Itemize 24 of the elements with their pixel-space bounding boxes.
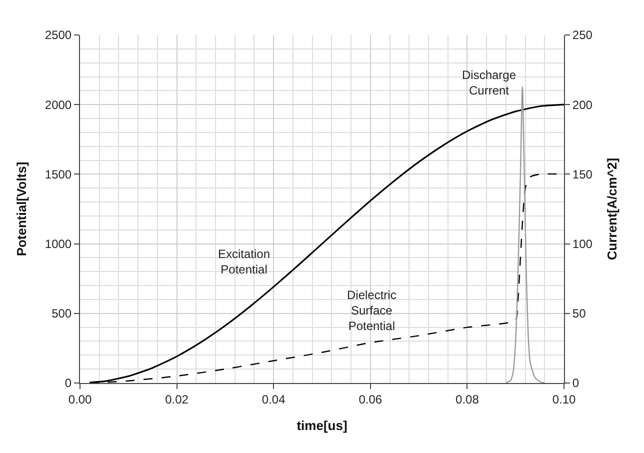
y2-tick-label: 0 — [572, 376, 580, 390]
y2-tick-label: 100 — [572, 237, 593, 251]
y-tick-label: 1000 — [44, 237, 72, 251]
x-tick-label: 0.06 — [358, 392, 382, 406]
x-axis-title: time[us] — [296, 418, 348, 433]
x-tick-label: 0.04 — [262, 392, 286, 406]
y2-axis-title: Current[A/cm^2] — [604, 158, 620, 260]
x-tick-label: 0.00 — [68, 392, 92, 406]
y2-tick-label: 200 — [572, 98, 593, 112]
y-tick-label: 1500 — [44, 167, 72, 182]
x-tick-label: 0.10 — [552, 392, 576, 406]
y-axis-title: Potential[Volts] — [14, 162, 29, 256]
y2-tick-label: 50 — [572, 306, 586, 321]
y-tick-label: 500 — [52, 306, 72, 321]
y2-tick-label: 250 — [572, 28, 593, 42]
x-tick-label: 0.08 — [456, 392, 480, 406]
y-tick-label: 0 — [64, 376, 72, 390]
y-tick-label: 2000 — [44, 98, 72, 112]
series-label: Dielectric Surface Potential — [347, 288, 396, 334]
series-label: Excitation Potential — [218, 247, 270, 277]
x-tick-label: 0.02 — [165, 392, 189, 406]
series-label: Discharge Current — [462, 68, 516, 98]
y2-tick-label: 150 — [572, 167, 593, 182]
y-tick-label: 2500 — [44, 28, 72, 42]
